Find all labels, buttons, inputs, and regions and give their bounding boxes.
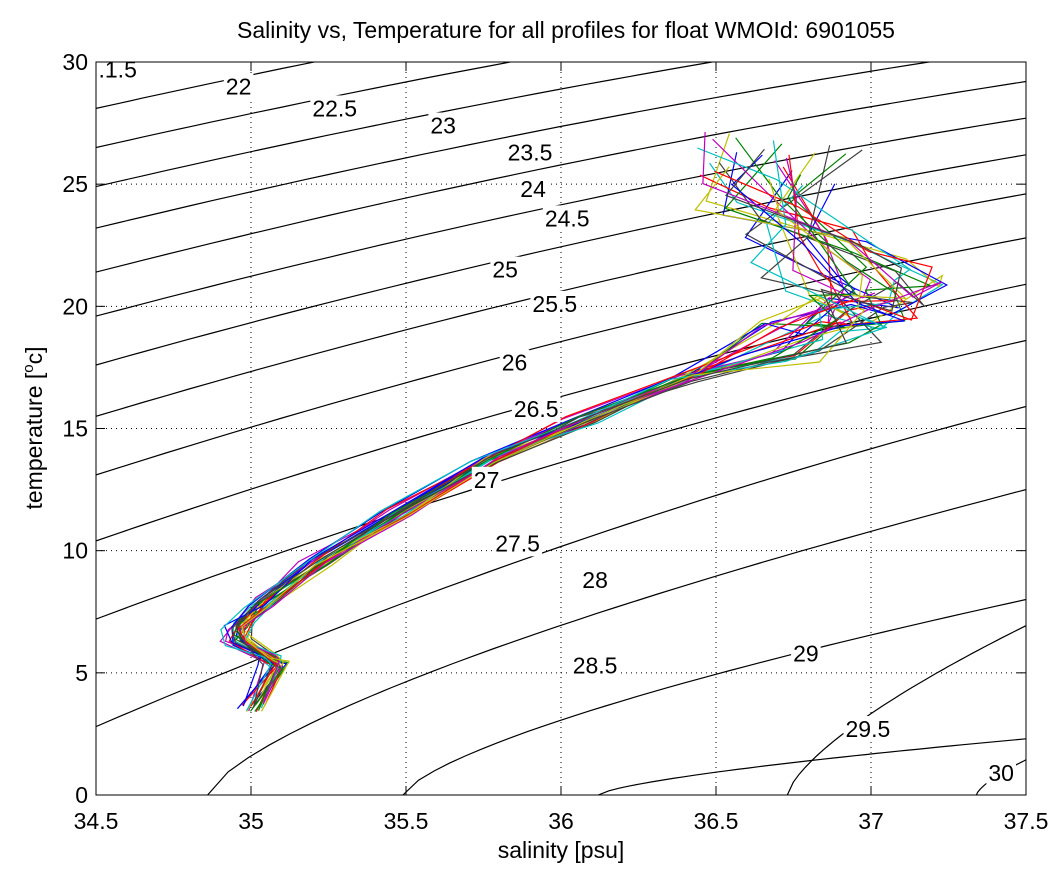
isopycnal-label: 29.5 [846, 716, 891, 742]
isopycnal-label: 28.5 [573, 653, 618, 679]
isopycnal-line [96, 154, 1026, 366]
isopycnal-label: 22 [226, 73, 252, 99]
x-tick-label: 36.5 [694, 808, 739, 834]
isopycnal-label-bg [505, 139, 555, 166]
isopycnal-label-bg [428, 112, 458, 139]
x-tick-label: 35 [238, 808, 264, 834]
axis-ticks [95, 61, 1027, 796]
isopycnal-label: 22.5 [312, 95, 357, 121]
isopycnal-label-bg [570, 652, 620, 679]
isopycnal-line [96, 339, 1026, 620]
isopycnal-label-bg [223, 73, 254, 100]
y-tick-label: 0 [75, 782, 88, 808]
grid-lines [96, 62, 1026, 795]
isopycnal-label: 24 [520, 176, 546, 202]
isopycnal-line [96, 117, 1026, 317]
isopycnal-label-bg [580, 566, 610, 593]
x-tick-label: 34.5 [74, 808, 119, 834]
y-tick-label: 20 [62, 293, 88, 319]
isopycnal-label: 23 [430, 113, 456, 139]
isopycnal-line [96, 283, 1026, 542]
isopycnal-label-bg [511, 395, 561, 422]
x-tick-label: 37.5 [1004, 808, 1049, 834]
isopycnal-line [96, 62, 514, 149]
isopycnal-line [207, 489, 1026, 795]
x-tick-label: 37 [858, 808, 884, 834]
isopycnal-line [786, 625, 1026, 795]
y-tick-label: 5 [75, 660, 88, 686]
y-tick-label: 10 [62, 538, 88, 564]
isopycnal-label: 26 [502, 350, 528, 376]
isopycnal-label: 29 [793, 640, 819, 666]
y-tick-label: 15 [62, 416, 88, 442]
profile-line [235, 148, 903, 708]
profile-line [219, 138, 876, 712]
isopycnal-label: 24.5 [545, 205, 590, 231]
y-tick-label: 25 [62, 171, 88, 197]
isopycnal-line [402, 598, 1026, 795]
profile-lines [219, 131, 949, 713]
isopycnal-lines [96, 62, 1026, 795]
isopycnal-label-bg [791, 640, 821, 667]
isopycnal-line [96, 405, 1026, 728]
y-axis-label-sup: o [20, 364, 37, 372]
isopycnal-label-bg [310, 95, 360, 122]
isopycnal-label-bg [843, 716, 893, 743]
isopycnal-label: 25 [492, 257, 518, 283]
isopycnal-line [96, 62, 716, 188]
axis-tick-labels: 34.5 35 35.5 36 36.5 37 37.5 0 5 10 15 20 25 30 [62, 49, 1048, 834]
isopycnal-label: 23.5 [508, 139, 553, 165]
y-axis-label-pre: temperature [ [21, 372, 47, 509]
isopycnal-label-bg [493, 530, 542, 557]
isopycnal-label: 28 [582, 567, 608, 593]
x-tick-label: 35.5 [384, 808, 429, 834]
profile-line [241, 178, 866, 712]
isopycnal-label-bg [542, 205, 592, 232]
isopycnal-label-bg [490, 256, 520, 283]
isopycnal-label-bg [986, 760, 1016, 787]
profile-line [243, 131, 943, 703]
y-tick-label: 30 [62, 49, 88, 75]
isopycnal-labels: .1.5 22 22.5 23 23.5 24 24.5 25 25.5 26 26.5 27 27.5… [96, 56, 1016, 787]
x-tick-label: 36 [548, 808, 574, 834]
isopycnal-label: 25.5 [532, 291, 577, 317]
chart-title: Salinity vs, Temperature for all profile… [237, 17, 895, 43]
isopycnal-label-bg [518, 176, 549, 203]
isopycnal-label-bg [499, 349, 530, 376]
isopycnal-label: 27 [474, 467, 500, 493]
isopycnal-label-bg [96, 56, 139, 83]
x-axis-label: salinity [psu] [498, 837, 625, 863]
isopycnal-label: .1.5 [99, 56, 137, 82]
isopycnal-label-bg [530, 290, 580, 317]
y-axis-label: temperature [oc] [20, 346, 47, 509]
isopycnal-line [96, 237, 1026, 476]
isopycnal-label: 30 [988, 760, 1014, 786]
isopycnal-label: 26.5 [514, 396, 559, 422]
isopycnal-line [96, 62, 934, 229]
profile-line [220, 140, 887, 711]
isopycnal-label-bg [471, 466, 502, 493]
isopycnal-label: 27.5 [495, 530, 540, 556]
y-axis-label-post: c] [21, 346, 47, 364]
isopycnal-line [96, 80, 1026, 273]
